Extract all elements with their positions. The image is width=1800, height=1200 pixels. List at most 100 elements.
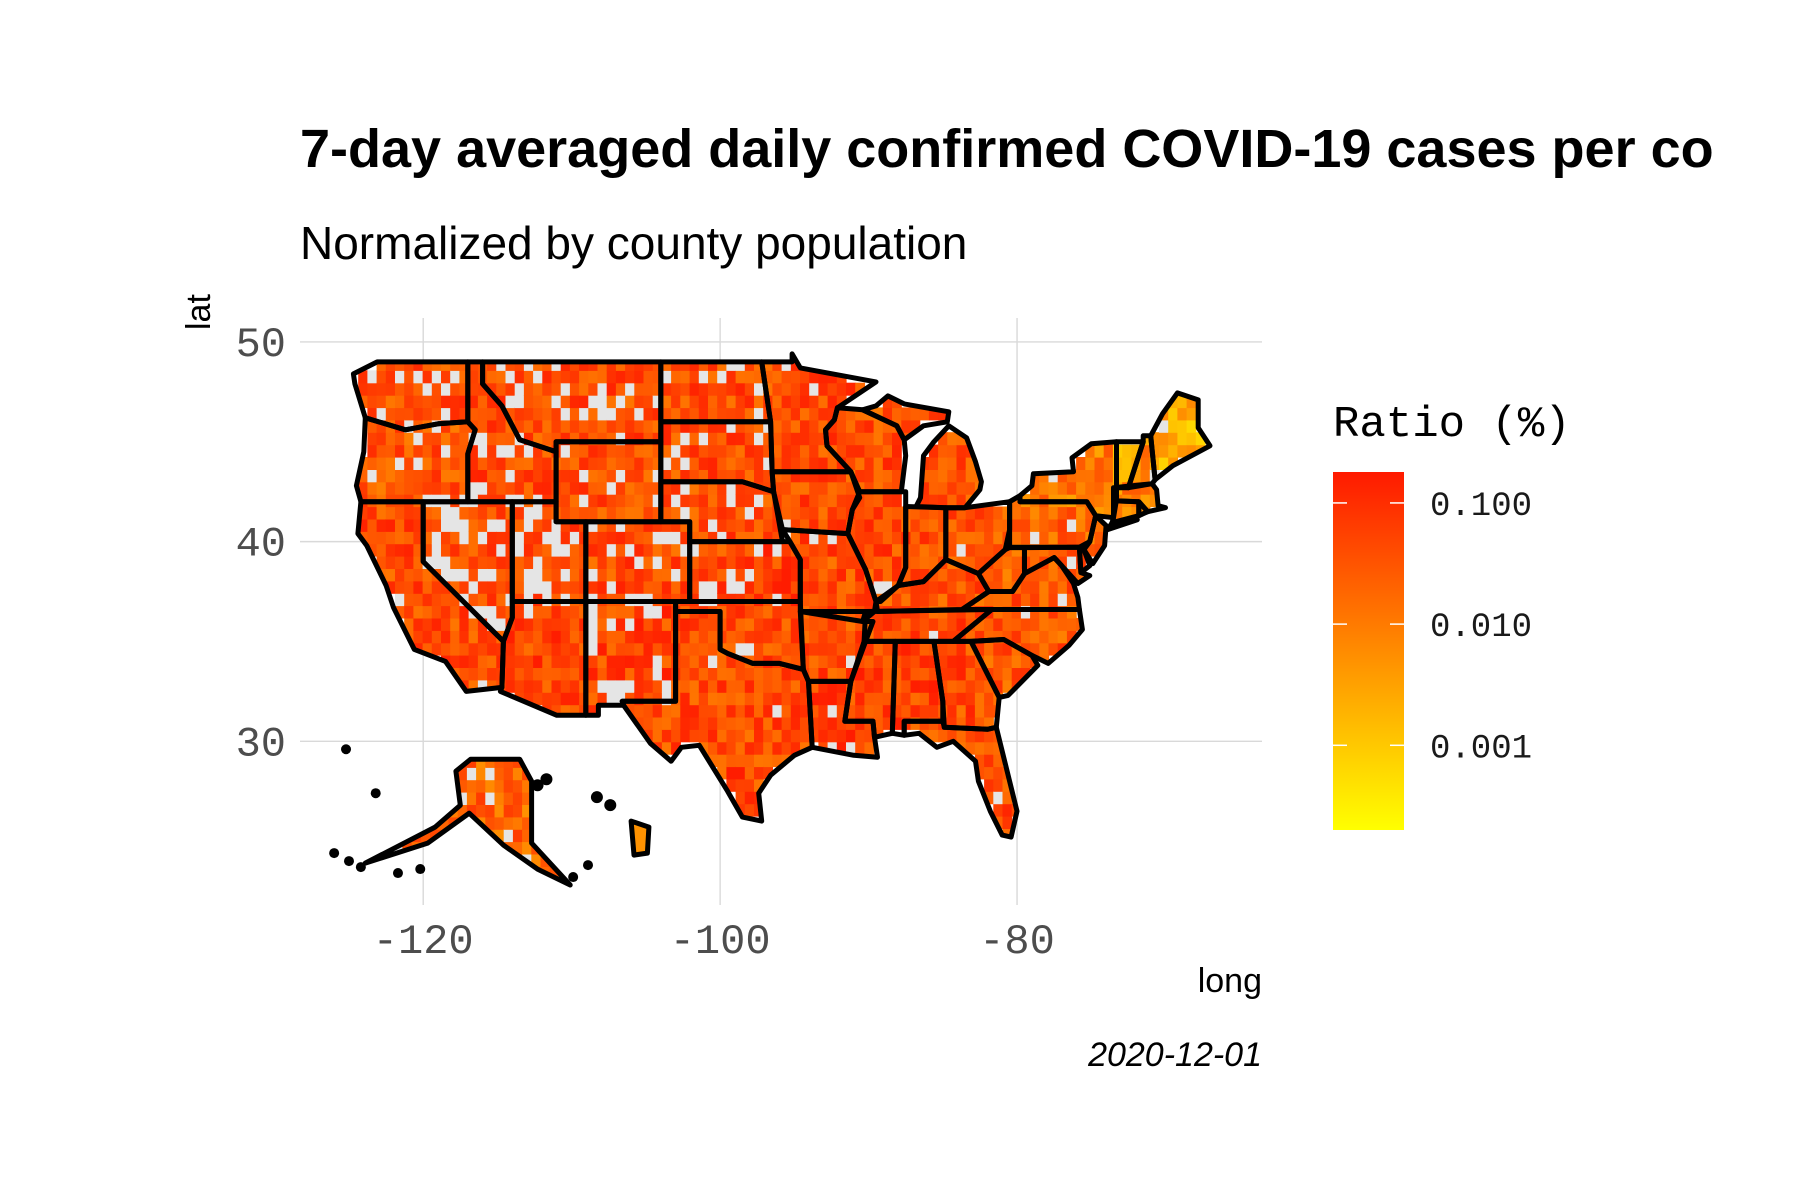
- county-cell: [680, 419, 691, 433]
- county-cell: [726, 692, 737, 706]
- county-cell: [533, 543, 543, 557]
- county-cell: [505, 382, 516, 396]
- county-cell: [800, 704, 810, 718]
- county-cell: [494, 779, 505, 793]
- county-cell: [468, 630, 479, 644]
- county-cell: [772, 382, 783, 396]
- county-cell: [450, 655, 460, 668]
- county-cell: [549, 841, 560, 855]
- county-cell: [625, 692, 635, 706]
- county-cell: [597, 605, 608, 619]
- county-cell: [422, 593, 433, 607]
- county-cell: [735, 494, 746, 508]
- county-cell: [413, 382, 424, 396]
- county-cell: [522, 841, 532, 855]
- county-cell: [468, 444, 479, 458]
- county-cell: [577, 767, 587, 780]
- county-cell: [560, 469, 571, 483]
- county-cell: [1048, 506, 1059, 520]
- county-cell: [708, 642, 718, 656]
- county-cell: [420, 878, 431, 885]
- county-cell: [615, 370, 626, 384]
- county-cell: [800, 444, 810, 458]
- county-cell: [818, 531, 829, 545]
- county-cell: [577, 842, 587, 855]
- county-cell: [1039, 469, 1050, 483]
- county-cell: [494, 804, 505, 818]
- county-cell: [634, 444, 645, 458]
- county-cell: [542, 432, 553, 446]
- county-cell: [577, 780, 587, 793]
- county-cell: [1030, 642, 1040, 656]
- county-cell: [882, 568, 893, 582]
- county-cell: [413, 506, 424, 520]
- county-cell: [809, 432, 819, 446]
- county-cell: [634, 667, 645, 681]
- county-cell: [422, 617, 433, 631]
- county-cell: [882, 506, 893, 520]
- county-cell: [514, 370, 525, 384]
- county-cell: [468, 556, 479, 569]
- county-cell: [542, 692, 553, 706]
- county-cell: [560, 370, 571, 384]
- county-cell: [420, 829, 431, 843]
- county-cell: [1140, 457, 1151, 470]
- county-cell: [625, 469, 635, 483]
- county-cell: [928, 444, 939, 458]
- county-cell: [928, 655, 939, 668]
- county-cell: [846, 556, 856, 569]
- county-cell: [717, 568, 727, 582]
- county-cell: [809, 630, 819, 644]
- county-cell: [800, 617, 810, 631]
- county-cell: [1030, 568, 1040, 582]
- county-cell: [735, 580, 746, 594]
- county-cell: [441, 506, 451, 520]
- county-cell: [882, 518, 893, 532]
- county-cell: [431, 617, 442, 631]
- county-cell: [1159, 432, 1169, 446]
- county-cell: [836, 407, 847, 421]
- county-cell: [514, 580, 525, 594]
- county-cell: [1076, 518, 1086, 532]
- county-cell: [735, 506, 746, 520]
- county-cell: [800, 432, 810, 446]
- county-cell: [1030, 543, 1040, 557]
- county-cell: [1103, 444, 1114, 458]
- county-cell: [827, 506, 838, 520]
- county-cell: [384, 792, 394, 805]
- county-cell: [726, 741, 737, 755]
- county-cell: [634, 382, 645, 396]
- state-border-ms: [842, 638, 898, 740]
- county-cell: [421, 743, 431, 756]
- county-cell: [855, 419, 865, 433]
- county-cell: [542, 407, 553, 421]
- county-cell: [541, 743, 551, 756]
- county-cell: [818, 370, 829, 384]
- county-cell: [643, 395, 654, 409]
- county-cell: [661, 741, 672, 755]
- county-cell: [542, 481, 553, 495]
- county-cell: [441, 605, 451, 619]
- county-cell: [846, 382, 856, 396]
- county-cell: [652, 605, 663, 619]
- county-cell: [790, 518, 801, 532]
- county-cell: [800, 593, 810, 607]
- county-cell: [512, 866, 523, 880]
- county-cell: [404, 556, 414, 569]
- county-cell: [588, 543, 599, 557]
- county-cell: [643, 481, 654, 495]
- county-cell: [1039, 580, 1050, 594]
- county-cell: [376, 382, 387, 396]
- county-cell: [901, 568, 912, 582]
- county-cell: [376, 518, 387, 532]
- county-cell: [993, 580, 1004, 594]
- county-cell: [503, 878, 514, 885]
- county-cell: [1103, 494, 1114, 508]
- county-cell: [836, 494, 847, 508]
- county-cell: [763, 506, 773, 520]
- county-cell: [634, 642, 645, 656]
- county-cell: [708, 543, 718, 557]
- county-cell: [457, 792, 468, 805]
- county-cell: [385, 370, 396, 384]
